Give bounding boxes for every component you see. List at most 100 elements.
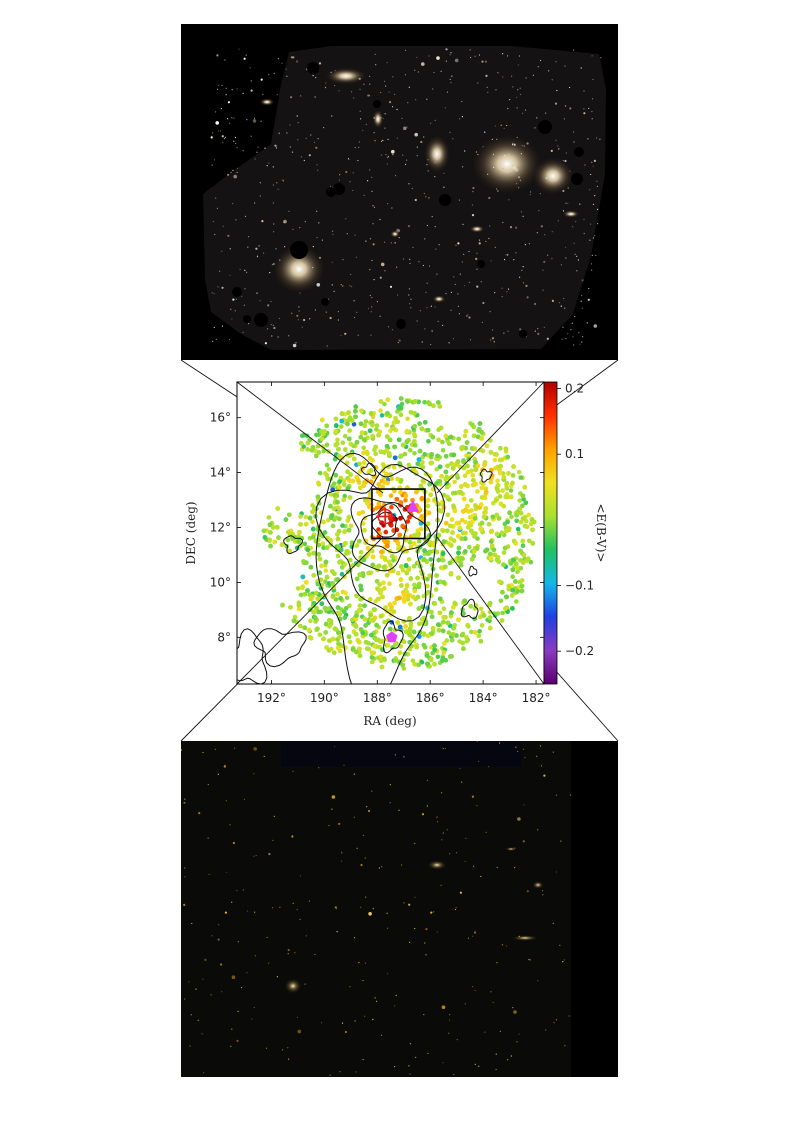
star (297, 319, 299, 321)
reddening-point (369, 659, 375, 665)
reddening-point (469, 498, 474, 503)
star (516, 136, 518, 138)
reddening-point (399, 453, 404, 459)
star (458, 313, 460, 315)
star (409, 941, 411, 943)
star (391, 207, 393, 209)
reddening-point (457, 556, 462, 561)
star (426, 282, 428, 284)
star (419, 310, 421, 312)
star (597, 208, 599, 210)
star (596, 185, 598, 187)
star (488, 766, 490, 768)
star (518, 935, 520, 937)
magenta-triangle-marker (406, 499, 419, 512)
reddening-point (358, 434, 364, 440)
star (227, 234, 230, 237)
reddening-point (463, 530, 468, 536)
reddening-point (311, 600, 317, 606)
star (292, 228, 294, 230)
reddening-point (464, 440, 470, 445)
star (262, 93, 264, 95)
star (502, 221, 504, 224)
star (222, 142, 224, 144)
star (504, 154, 506, 157)
reddening-point (312, 506, 317, 511)
star (289, 124, 291, 126)
star (543, 326, 545, 328)
star (183, 801, 186, 804)
reddening-point (395, 540, 401, 546)
reddening-point (345, 486, 351, 491)
reddening-point (436, 622, 441, 627)
star (272, 262, 275, 266)
star (305, 137, 307, 139)
reddening-point (465, 503, 470, 509)
star (588, 287, 590, 290)
star (380, 154, 382, 156)
star (387, 138, 389, 140)
star (355, 1071, 357, 1073)
star (340, 284, 342, 286)
reddening-point (336, 453, 342, 459)
star (355, 256, 357, 258)
star (565, 257, 567, 259)
reddening-point (358, 587, 364, 593)
reddening-point (328, 503, 333, 509)
reddening-point (457, 525, 463, 531)
reddening-point (489, 528, 495, 534)
star (292, 56, 295, 59)
star (467, 937, 469, 939)
reddening-point (362, 616, 368, 622)
reddening-point (502, 545, 508, 551)
reddening-point (335, 591, 340, 597)
star (387, 927, 389, 929)
star (291, 835, 294, 838)
star (229, 274, 231, 276)
star (373, 117, 375, 119)
reddening-point (523, 500, 529, 506)
star (436, 816, 438, 818)
star (461, 116, 463, 118)
reddening-point (337, 484, 342, 490)
star (582, 336, 584, 338)
star (221, 325, 223, 327)
star (578, 332, 580, 334)
star (218, 84, 220, 86)
star (589, 239, 591, 241)
reddening-point (329, 513, 335, 519)
star (445, 60, 447, 62)
reddening-point (307, 607, 313, 612)
star (435, 248, 437, 250)
star (349, 285, 351, 287)
star (537, 332, 540, 335)
star (415, 1056, 417, 1058)
star (296, 1016, 298, 1018)
reddening-point (303, 514, 309, 520)
star (341, 860, 343, 862)
reddening-point (419, 463, 424, 469)
star (567, 187, 569, 189)
reddening-point (404, 583, 410, 589)
star (534, 330, 536, 332)
star (572, 226, 574, 228)
star (522, 266, 524, 268)
star (488, 237, 490, 240)
reddening-point (335, 437, 340, 443)
star (430, 122, 432, 124)
reddening-point (353, 409, 358, 414)
star (459, 273, 461, 275)
star (332, 230, 334, 232)
reddening-point (495, 611, 501, 616)
star (223, 765, 226, 768)
reddening-point (498, 445, 503, 451)
star (563, 959, 565, 961)
reddening-point (284, 544, 290, 549)
reddening-point (369, 650, 375, 656)
star (287, 953, 289, 955)
reddening-point (398, 489, 403, 495)
star (476, 268, 478, 270)
star (259, 195, 261, 197)
reddening-point (377, 582, 383, 587)
reddening-point (348, 441, 354, 447)
